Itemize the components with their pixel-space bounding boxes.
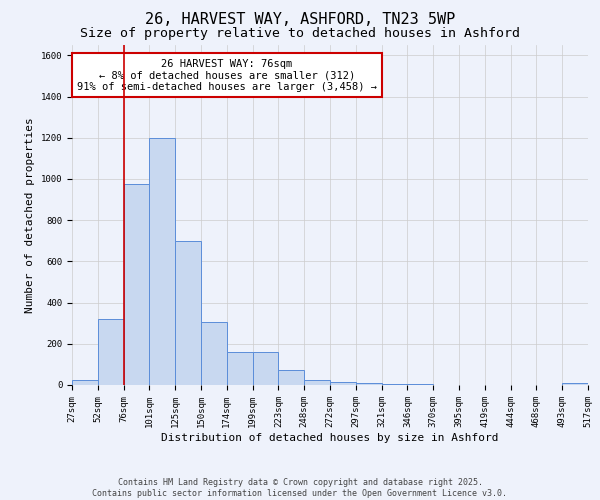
Bar: [201, 322, 227, 385]
Text: Contains HM Land Registry data © Crown copyright and database right 2025.
Contai: Contains HM Land Registry data © Crown c…: [92, 478, 508, 498]
Text: Size of property relative to detached houses in Ashford: Size of property relative to detached ho…: [80, 28, 520, 40]
Bar: [149, 138, 175, 385]
Text: 26 HARVEST WAY: 76sqm
← 8% of detached houses are smaller (312)
91% of semi-deta: 26 HARVEST WAY: 76sqm ← 8% of detached h…: [77, 58, 377, 92]
Bar: [124, 184, 149, 385]
Bar: [356, 383, 382, 385]
Bar: [330, 382, 356, 385]
Bar: [175, 241, 201, 385]
Bar: [98, 319, 124, 385]
Bar: [72, 380, 98, 385]
Y-axis label: Number of detached properties: Number of detached properties: [25, 117, 35, 313]
Bar: [278, 370, 304, 385]
Bar: [304, 380, 330, 385]
Text: 26, HARVEST WAY, ASHFORD, TN23 5WP: 26, HARVEST WAY, ASHFORD, TN23 5WP: [145, 12, 455, 28]
X-axis label: Distribution of detached houses by size in Ashford: Distribution of detached houses by size …: [161, 432, 499, 442]
Bar: [227, 352, 253, 385]
Bar: [253, 352, 278, 385]
Bar: [562, 383, 588, 385]
Bar: [382, 384, 407, 385]
Bar: [407, 384, 433, 385]
